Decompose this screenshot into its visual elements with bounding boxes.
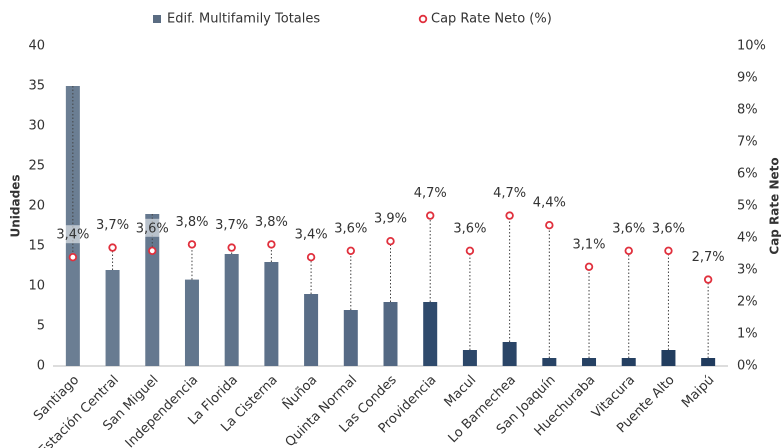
y2-tick-label: 0% (737, 359, 758, 374)
marker (187, 240, 197, 249)
x-tick-label: Independencia (123, 373, 202, 448)
label-bg (371, 209, 410, 228)
label-bg (212, 215, 251, 234)
y-tick-label: 20 (28, 199, 45, 214)
marker (505, 211, 514, 220)
label-bg (93, 215, 132, 234)
marker (664, 246, 673, 255)
y-tick-label: 30 (28, 119, 45, 134)
value-label: 3,6% (612, 221, 645, 236)
value-label: 3,4% (295, 228, 328, 243)
y2-tick-label: 9% (737, 71, 758, 86)
label-bg (53, 225, 92, 244)
label-bg (530, 193, 569, 212)
label-bg (570, 234, 609, 253)
label-bg (490, 183, 529, 202)
label-bg (450, 218, 489, 237)
marker (108, 243, 117, 252)
y2-tick-label: 3% (737, 263, 758, 278)
bar (304, 294, 319, 366)
y-tick-label: 40 (28, 39, 45, 54)
marker (386, 236, 395, 246)
y-tick-label: 15 (28, 239, 45, 254)
marker (426, 211, 435, 220)
value-label: 3,9% (374, 212, 407, 227)
y2-tick-label: 10% (737, 39, 766, 54)
label-bg (689, 247, 728, 266)
legend-label: Cap Rate Neto (%) (431, 12, 552, 27)
value-label: 3,6% (652, 221, 685, 236)
value-label: 3,8% (255, 215, 288, 230)
y-axis-title: Unidades (9, 175, 23, 238)
label-bg (133, 218, 172, 237)
x-tick-label: Quinta Normal (283, 373, 360, 448)
marker (703, 275, 713, 284)
value-label: 3,4% (56, 228, 89, 243)
bar (224, 254, 239, 366)
x-tick-label: Maipú (679, 373, 717, 411)
label-bg (252, 212, 291, 231)
legend-marker (418, 14, 428, 24)
marker (267, 240, 276, 249)
bar (105, 270, 120, 366)
value-label: 3,6% (453, 221, 486, 236)
bar (542, 358, 557, 366)
marker (624, 246, 633, 255)
label-bg (649, 218, 688, 237)
y2-tick-label: 4% (737, 231, 758, 246)
value-label: 4,4% (533, 196, 566, 211)
label-bg (411, 183, 450, 202)
y-tick-label: 10 (28, 279, 45, 294)
marker (148, 246, 157, 255)
y-tick-label: 25 (28, 159, 45, 174)
y2-tick-label: 5% (737, 199, 758, 214)
y2-tick-label: 7% (737, 135, 758, 150)
bar (701, 358, 716, 366)
marker (346, 246, 355, 255)
bar (582, 358, 597, 366)
bar (661, 350, 676, 366)
y2-axis-title: Cap Rate Neto (768, 157, 782, 254)
label-bg (609, 218, 648, 237)
bar (184, 279, 199, 366)
y-tick-label: 5 (37, 319, 45, 334)
bar (621, 358, 636, 366)
y2-tick-label: 2% (737, 295, 758, 310)
value-label: 4,7% (493, 186, 526, 201)
y2-tick-label: 1% (737, 327, 758, 342)
x-tick-label: Macul (442, 373, 480, 411)
bar (423, 302, 438, 366)
marker (227, 243, 236, 252)
value-label: 3,7% (96, 218, 129, 233)
y2-tick-label: 6% (737, 167, 758, 182)
bar (343, 310, 358, 366)
bar (264, 262, 279, 366)
bar (462, 350, 477, 366)
value-label: 3,1% (573, 237, 606, 252)
legend-label: Edif. Multifamily Totales (167, 12, 320, 27)
legend-swatch (153, 15, 161, 23)
value-label: 3,6% (136, 221, 169, 236)
y-tick-label: 0 (37, 359, 45, 374)
value-label: 3,7% (215, 218, 248, 233)
value-label: 2,7% (692, 250, 725, 265)
marker (584, 262, 594, 271)
label-bg (331, 218, 370, 237)
y2-tick-label: 8% (737, 103, 758, 118)
marker (545, 220, 554, 230)
value-label: 3,6% (334, 221, 367, 236)
marker (68, 253, 78, 262)
label-bg (172, 212, 211, 231)
label-bg (292, 225, 331, 244)
value-label: 4,7% (414, 186, 447, 201)
y-tick-label: 35 (28, 79, 45, 94)
marker (306, 253, 316, 262)
value-label: 3,8% (175, 215, 208, 230)
bar (502, 342, 517, 366)
marker (465, 246, 475, 255)
bar (383, 302, 398, 366)
